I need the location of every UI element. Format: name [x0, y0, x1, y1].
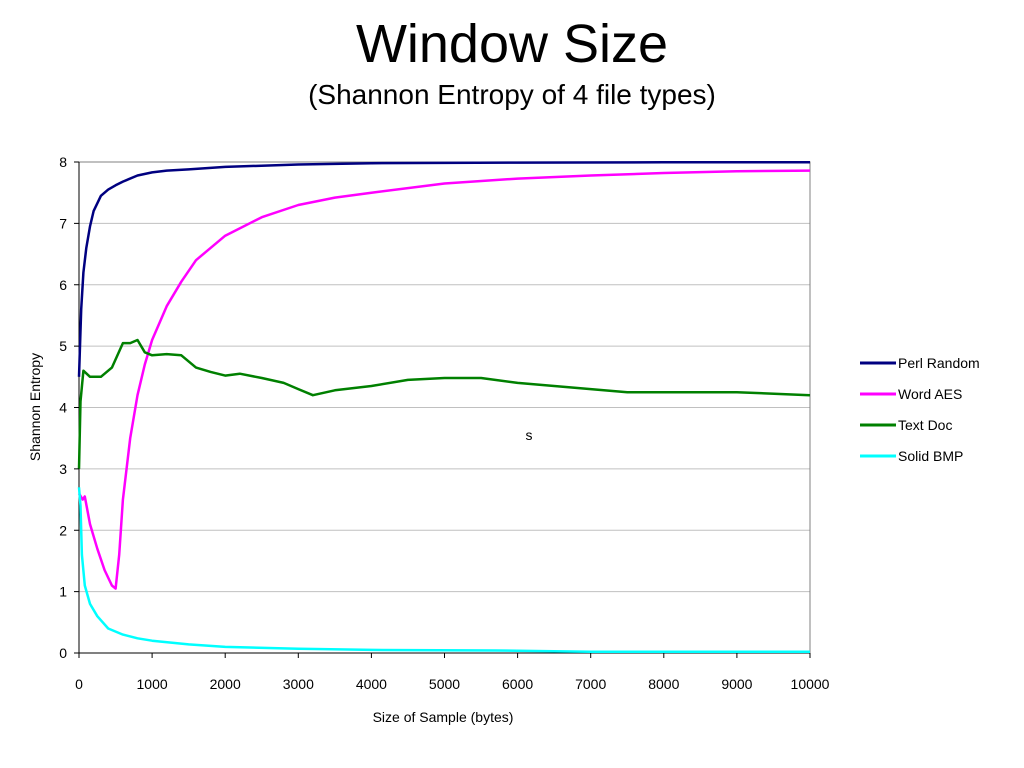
- series-line-text-doc: [77, 338, 811, 469]
- series-line-perl-random: [77, 161, 810, 377]
- y-tick-label-7: 7: [59, 215, 67, 231]
- y-axis-label: Shannon Entropy: [27, 353, 43, 461]
- x-axis-ticks: 0 1000 2000 3000 4000 5000 6000 7000 8000 9000 100…: [75, 653, 830, 692]
- legend: Perl Random Word AES Text Doc Solid BMP: [860, 355, 980, 464]
- x-tick-label-9: 9000: [721, 676, 752, 692]
- series-line-solid-bmp: [77, 487, 810, 654]
- y-tick-label-3: 3: [59, 461, 67, 477]
- x-tick-label-5: 5000: [429, 676, 460, 692]
- legend-label-word-aes: Word AES: [898, 386, 962, 402]
- x-tick-label-2: 2000: [210, 676, 241, 692]
- x-tick-label-0: 0: [75, 676, 83, 692]
- y-axis-ticks: 0 1 2 3 4 5 6 7 8: [59, 154, 79, 661]
- chart-annotation: s: [526, 427, 533, 443]
- x-axis-label: Size of Sample (bytes): [373, 709, 514, 725]
- y-tick-label-6: 6: [59, 277, 67, 293]
- chart-subtitle: (Shannon Entropy of 4 file types): [308, 79, 716, 110]
- y-tick-label-8: 8: [59, 154, 67, 170]
- x-tick-label-6: 6000: [502, 676, 533, 692]
- x-tick-label-1: 1000: [137, 676, 168, 692]
- y-tick-label-4: 4: [59, 400, 67, 416]
- series-line-word-aes: [77, 169, 811, 590]
- grid-lines: [79, 161, 810, 654]
- y-tick-label-0: 0: [59, 645, 67, 661]
- x-tick-label-4: 4000: [356, 676, 387, 692]
- x-tick-label-10: 10000: [791, 676, 830, 692]
- y-tick-label-2: 2: [59, 522, 67, 538]
- legend-label-text-doc: Text Doc: [898, 417, 952, 433]
- x-tick-label-7: 7000: [575, 676, 606, 692]
- x-tick-label-3: 3000: [283, 676, 314, 692]
- legend-label-solid-bmp: Solid BMP: [898, 448, 963, 464]
- y-tick-label-5: 5: [59, 338, 67, 354]
- series-lines: [77, 161, 811, 654]
- legend-label-perl-random: Perl Random: [898, 355, 980, 371]
- y-tick-label-1: 1: [59, 584, 67, 600]
- chart-title: Window Size: [355, 14, 669, 74]
- x-tick-label-8: 8000: [648, 676, 679, 692]
